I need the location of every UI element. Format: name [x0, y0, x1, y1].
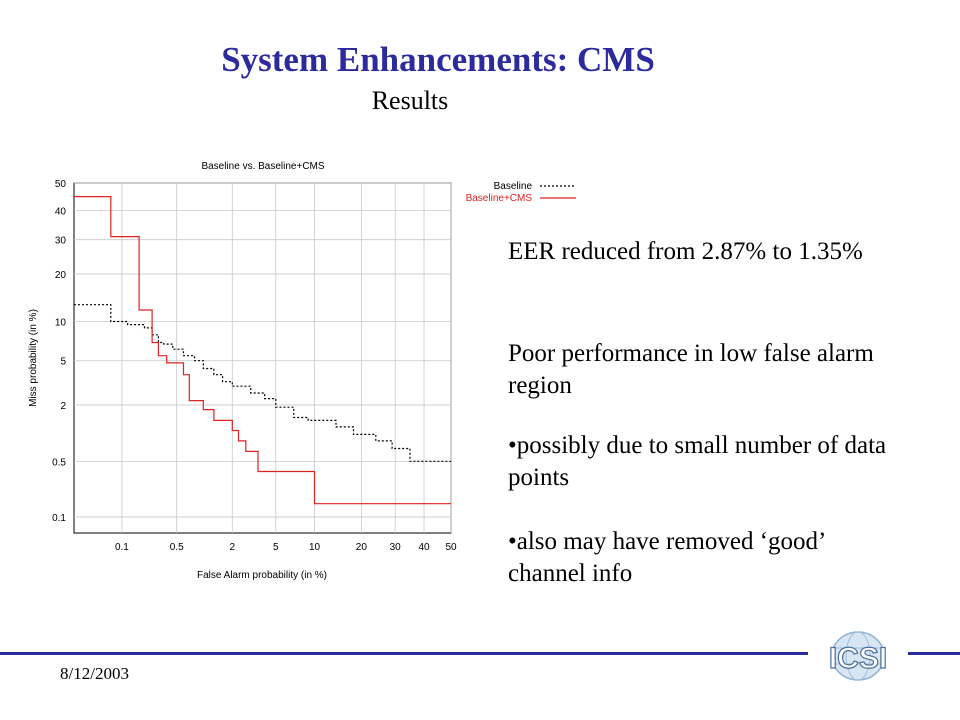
y-axis-label: Miss probability (in %) — [28, 309, 39, 407]
footer-rule-left — [0, 652, 808, 655]
logo-text: ICSI — [829, 642, 887, 675]
bullet-small-data: •possibly due to small number of data po… — [508, 432, 887, 491]
det-chart: Baseline vs. Baseline+CMS 0.1 0.5 2 5 10 20 30… — [28, 161, 576, 581]
x-tick-label: 30 — [390, 542, 402, 553]
slide-subtitle: Results — [371, 86, 449, 115]
y-tick-label: 0.1 — [52, 513, 66, 524]
footer-rule-right — [908, 652, 960, 655]
y-tick-label: 20 — [55, 270, 67, 281]
series-baseline-cms — [74, 196, 451, 505]
y-tick-label: 30 — [55, 236, 67, 247]
icsi-logo: ICSI — [828, 631, 888, 681]
legend-label-cms: Baseline+CMS — [466, 193, 533, 204]
y-tick-label: 0.5 — [52, 457, 66, 468]
grid-lines — [74, 182, 452, 533]
chart-title: Baseline vs. Baseline+CMS — [201, 161, 324, 172]
series-baseline — [74, 304, 451, 462]
slide-title: System Enhancements: CMS — [221, 40, 655, 79]
x-tick-label: 20 — [356, 542, 368, 553]
x-tick-label: 10 — [309, 542, 321, 553]
x-tick-label: 0.5 — [170, 542, 184, 553]
bullet-removed-info: •also may have removed ‘good’ channel in… — [508, 528, 825, 587]
x-tick-label: 50 — [445, 542, 457, 553]
legend-label-baseline: Baseline — [494, 181, 533, 192]
series-lines — [74, 196, 451, 505]
y-tick-label: 2 — [60, 401, 66, 412]
y-tick-label: 40 — [55, 206, 67, 217]
y-tick-label: 5 — [60, 357, 66, 368]
x-tick-label: 0.1 — [115, 542, 129, 553]
bullet-poor-performance: Poor performance in low false alarm regi… — [508, 340, 874, 399]
y-tick-label: 50 — [55, 179, 67, 190]
x-tick-label: 5 — [273, 542, 279, 553]
axis-ticks: 0.1 0.5 2 5 10 20 30 40 50 0.1 0.5 2 5 10 20 30 40 50 — [52, 179, 457, 553]
x-axis-label: False Alarm probability (in %) — [197, 570, 327, 581]
y-tick-label: 10 — [55, 317, 67, 328]
plot-area — [73, 182, 452, 534]
x-tick-label: 40 — [418, 542, 430, 553]
footer-date: 8/12/2003 — [60, 664, 129, 683]
x-tick-label: 2 — [230, 542, 236, 553]
bullet-eer: EER reduced from 2.87% to 1.35% — [508, 238, 863, 265]
